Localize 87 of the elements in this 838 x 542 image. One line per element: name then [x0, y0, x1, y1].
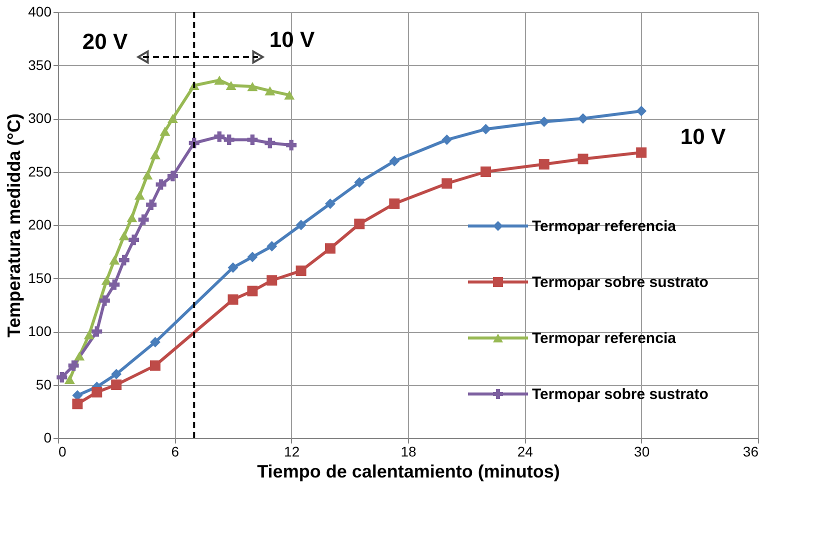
- point: [247, 82, 258, 92]
- point: [228, 262, 238, 273]
- x-tick-label: 24: [517, 444, 534, 460]
- point: [442, 134, 452, 146]
- point: [214, 76, 225, 85]
- point: [226, 80, 236, 90]
- point: [111, 368, 122, 380]
- x-axis-title: Tiempo de calentamiento (minutos): [257, 462, 560, 482]
- point: [109, 279, 120, 290]
- point: [118, 231, 130, 240]
- point: [142, 170, 153, 180]
- annotation: 10 V: [680, 124, 726, 149]
- point: [284, 90, 295, 100]
- point: [228, 294, 238, 305]
- y-tick-label: 300: [28, 110, 52, 126]
- point: [247, 134, 258, 146]
- point: [134, 190, 145, 200]
- point: [118, 254, 130, 266]
- y-tick-label: 100: [28, 323, 52, 339]
- point: [538, 159, 550, 170]
- point: [354, 177, 365, 188]
- point: [480, 124, 492, 134]
- y-tick-label: 150: [28, 270, 52, 286]
- x-tick-label: 0: [58, 444, 66, 460]
- point: [224, 134, 234, 146]
- point: [156, 179, 166, 190]
- point: [150, 360, 160, 371]
- point: [389, 198, 400, 209]
- x-tick-label: 18: [400, 444, 416, 460]
- point: [167, 114, 178, 124]
- point: [128, 234, 140, 246]
- point: [578, 154, 588, 164]
- point: [480, 166, 492, 177]
- point: [99, 295, 110, 306]
- point: [72, 398, 83, 410]
- x-tick-label: 36: [742, 444, 759, 460]
- x-tick-label: 30: [634, 444, 650, 460]
- y-tick-label: 400: [28, 4, 52, 20]
- point: [324, 198, 336, 209]
- point: [266, 275, 278, 286]
- legend-label: Termopar referencia: [532, 218, 677, 235]
- point: [160, 126, 170, 136]
- point: [247, 286, 258, 296]
- point: [538, 116, 550, 127]
- point: [636, 106, 647, 116]
- point: [109, 256, 120, 265]
- point: [636, 147, 647, 158]
- point: [84, 330, 94, 340]
- point: [266, 241, 278, 252]
- point: [442, 178, 452, 189]
- x-tick-label: 6: [171, 444, 180, 460]
- point: [68, 360, 79, 371]
- point: [64, 374, 75, 384]
- point: [74, 351, 85, 361]
- legend-label: Termopar sobre sustrato: [532, 386, 708, 403]
- y-tick-label: 250: [28, 163, 52, 180]
- point: [296, 266, 306, 276]
- y-tick-label: 200: [28, 216, 52, 232]
- y-tick-label: 0: [44, 430, 52, 446]
- point: [146, 200, 157, 210]
- point: [389, 156, 400, 166]
- point: [324, 243, 336, 254]
- point: [296, 220, 306, 230]
- point: [150, 150, 160, 160]
- legend-label: Termopar sobre sustrato: [532, 274, 708, 291]
- point: [578, 113, 588, 124]
- y-tick-label: 50: [36, 376, 52, 392]
- point: [264, 138, 276, 148]
- point: [214, 131, 225, 142]
- y-axis-title: Temperatura medidda (°C): [4, 114, 24, 338]
- point: [126, 213, 138, 222]
- x-tick-label: 12: [284, 444, 300, 460]
- point: [150, 336, 160, 348]
- point: [247, 252, 258, 262]
- legend-label: Termopar referencia: [532, 330, 677, 347]
- point: [138, 214, 149, 225]
- point: [92, 326, 102, 337]
- point: [264, 86, 276, 96]
- annotation: 20 V: [82, 29, 128, 54]
- point: [167, 170, 178, 182]
- point: [56, 372, 68, 383]
- point: [111, 380, 122, 390]
- point: [286, 140, 297, 150]
- y-tick-label: 350: [28, 56, 52, 73]
- annotation: 10 V: [269, 27, 315, 52]
- point: [354, 218, 365, 230]
- point: [92, 386, 102, 398]
